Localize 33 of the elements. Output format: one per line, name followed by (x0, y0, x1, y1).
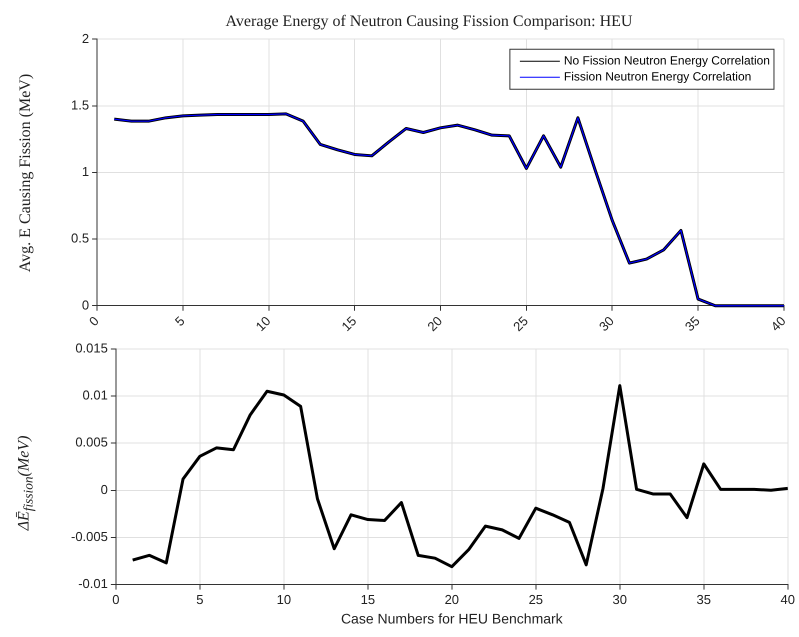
x-tick-label: 30 (596, 313, 617, 334)
x-tick-label: 35 (696, 592, 712, 607)
y-tick-label: 0 (100, 482, 108, 497)
y-tick-label: 0.015 (75, 340, 108, 356)
y-axis-title: Avg. E Causing Fission (MeV) (17, 74, 35, 272)
y-tick-label: 1.5 (70, 97, 90, 112)
x-tick-label: 40 (780, 592, 796, 607)
y-tick-label: -0.005 (70, 529, 108, 544)
x-tick-label: 35 (682, 313, 703, 334)
x-axis-title: Case Numbers for HEU Benchmark (340, 610, 564, 626)
x-tick-label: 15 (360, 592, 376, 607)
y-tick-label: 1 (82, 164, 90, 180)
legend-label: Fission Neutron Energy Correlation (564, 70, 752, 84)
y-tick-label: 2 (82, 30, 90, 46)
x-tick-label: 40 (768, 313, 789, 334)
x-tick-label: 20 (424, 313, 446, 334)
x-tick-label: 5 (196, 592, 204, 607)
y-tick-label: -0.01 (78, 576, 108, 592)
chart-title: Average Energy of Neutron Causing Fission Comparison: HEU (226, 12, 633, 30)
x-tick-label: 15 (338, 313, 360, 334)
x-tick-label: 10 (276, 592, 292, 607)
y-tick-label: 0.5 (70, 230, 90, 246)
x-tick-label: 25 (528, 592, 544, 607)
x-tick-label: 0 (112, 592, 120, 607)
x-tick-label: 10 (252, 313, 274, 334)
x-tick-label: 30 (612, 592, 628, 607)
y-tick-label: 0 (82, 297, 90, 312)
y-tick-label: 0.005 (75, 434, 108, 450)
y-tick-label: 0.01 (82, 388, 108, 403)
x-tick-label: 20 (444, 592, 460, 607)
x-tick-label: 25 (510, 313, 532, 334)
x-tick-label: 5 (172, 313, 188, 330)
legend-label: No Fission Neutron Energy Correlation (564, 54, 770, 68)
